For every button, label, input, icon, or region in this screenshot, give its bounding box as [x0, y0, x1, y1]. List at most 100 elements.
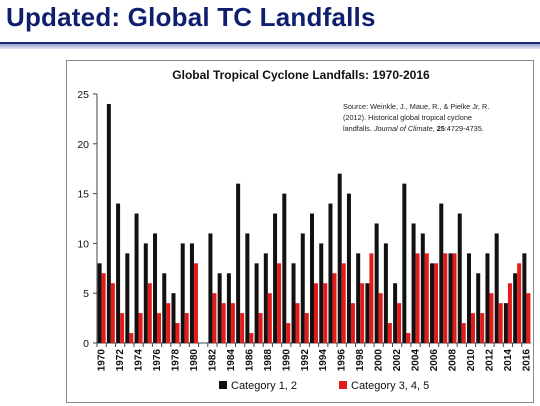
bar-category-3-4-5	[350, 303, 355, 343]
bar-category-3-4-5	[240, 313, 245, 343]
bar-category-1-2	[485, 253, 490, 343]
x-tick-label: 2008	[448, 349, 459, 372]
bar-category-1-2	[217, 273, 222, 343]
bar-category-1-2	[245, 233, 250, 343]
bar-category-1-2	[97, 263, 102, 343]
bar-category-3-4-5	[480, 313, 485, 343]
x-tick-label: 1978	[170, 349, 181, 372]
y-tick-label: 20	[77, 139, 89, 151]
bar-category-1-2	[143, 243, 148, 343]
y-tick-label: 25	[77, 89, 89, 101]
bar-category-3-4-5	[267, 293, 272, 343]
bar-category-1-2	[300, 233, 305, 343]
bar-category-3-4-5	[397, 303, 402, 343]
bar-category-1-2	[189, 243, 194, 343]
bar-category-3-4-5	[166, 303, 171, 343]
bar-category-1-2	[162, 273, 167, 343]
bar-category-1-2	[448, 253, 453, 343]
bar-category-1-2	[328, 203, 333, 343]
bar-category-1-2	[374, 223, 379, 343]
bar-category-1-2	[466, 253, 471, 343]
bar-category-3-4-5	[323, 283, 328, 343]
bar-category-1-2	[236, 183, 241, 343]
bar-category-3-4-5	[295, 303, 300, 343]
bar-category-1-2	[513, 273, 518, 343]
bar-category-1-2	[254, 263, 259, 343]
x-tick-label: 1988	[263, 349, 274, 372]
bar-category-1-2	[319, 243, 324, 343]
bar-category-3-4-5	[415, 253, 420, 343]
bar-category-1-2	[402, 183, 407, 343]
bar-category-1-2	[337, 173, 342, 343]
bar-category-3-4-5	[360, 283, 365, 343]
bar-category-1-2	[430, 263, 435, 343]
bar-category-1-2	[263, 253, 268, 343]
x-tick-label: 1974	[134, 349, 145, 372]
bar-category-3-4-5	[175, 323, 180, 343]
legend-swatch	[339, 381, 347, 389]
bar-category-1-2	[365, 283, 370, 343]
chart-legend: Category 1, 2 Category 3, 4, 5	[219, 380, 429, 392]
x-tick-label: 1980	[189, 349, 200, 372]
bar-category-3-4-5	[424, 253, 429, 343]
x-tick-label: 2010	[466, 349, 477, 372]
bar-category-3-4-5	[406, 333, 411, 343]
bar-category-3-4-5	[101, 273, 106, 343]
y-tick-label: 10	[77, 238, 89, 250]
bar-category-3-4-5	[286, 323, 291, 343]
slide-title: Updated: Global TC Landfalls	[6, 2, 376, 32]
bar-category-1-2	[411, 223, 416, 343]
bar-category-3-4-5	[258, 313, 263, 343]
bar-category-1-2	[180, 243, 185, 343]
x-tick-label: 1984	[226, 349, 237, 372]
bar-category-3-4-5	[277, 263, 282, 343]
legend-swatch	[219, 381, 227, 389]
bar-category-3-4-5	[249, 333, 254, 343]
bar-category-1-2	[125, 253, 130, 343]
x-tick-label: 2014	[503, 349, 514, 372]
bar-category-3-4-5	[470, 313, 475, 343]
bar-category-3-4-5	[443, 253, 448, 343]
x-tick-label: 1990	[281, 349, 292, 372]
bar-category-3-4-5	[498, 303, 503, 343]
legend-label: Category 3, 4, 5	[351, 380, 429, 392]
legend-label: Category 1, 2	[231, 380, 297, 392]
bar-category-3-4-5	[314, 283, 318, 343]
bar-category-1-2	[494, 233, 499, 343]
bar-category-3-4-5	[507, 283, 512, 343]
bar-category-1-2	[310, 213, 314, 343]
bar-category-1-2	[171, 293, 176, 343]
source-line-3-prefix: landfalls.	[343, 124, 374, 133]
y-tick-label: 15	[77, 189, 89, 201]
chart-svg: Global Tropical Cyclone Landfalls: 1970-…	[77, 68, 532, 392]
bar-category-3-4-5	[452, 253, 457, 343]
bar-category-1-2	[116, 203, 121, 343]
chart-frame: Global Tropical Cyclone Landfalls: 1970-…	[66, 60, 534, 403]
bar-category-3-4-5	[434, 263, 439, 343]
bar-category-1-2	[383, 243, 388, 343]
bar-category-3-4-5	[517, 263, 522, 343]
x-tick-label: 2012	[484, 349, 495, 372]
bar-category-1-2	[106, 103, 111, 344]
x-tick-label: 1994	[318, 349, 329, 372]
x-tick-label: 1972	[115, 349, 126, 372]
bar-category-1-2	[457, 213, 462, 343]
x-tick-label: 2006	[429, 349, 440, 372]
source-line-2: (2012). Historical global tropical cyclo…	[343, 113, 472, 122]
bar-category-3-4-5	[212, 293, 217, 343]
chart-title: Global Tropical Cyclone Landfalls: 1970-…	[172, 68, 430, 82]
bar-category-3-4-5	[138, 313, 143, 343]
bar-category-3-4-5	[120, 313, 125, 343]
bar-category-3-4-5	[341, 263, 346, 343]
x-tick-label: 1998	[355, 349, 366, 372]
bar-category-3-4-5	[332, 273, 337, 343]
bar-category-3-4-5	[461, 323, 466, 343]
x-tick-label: 1992	[300, 349, 311, 372]
source-line-3-suffix: :4729-4735.	[445, 124, 484, 133]
x-tick-label: 1986	[244, 349, 255, 372]
source-line-3-mid: ,	[433, 124, 437, 133]
x-tick-label: 1982	[207, 349, 218, 372]
x-tick-label: 2000	[374, 349, 385, 372]
source-line-3: landfalls. Journal of Climate, 25:4729-4…	[343, 124, 484, 133]
bar-category-1-2	[153, 233, 158, 343]
